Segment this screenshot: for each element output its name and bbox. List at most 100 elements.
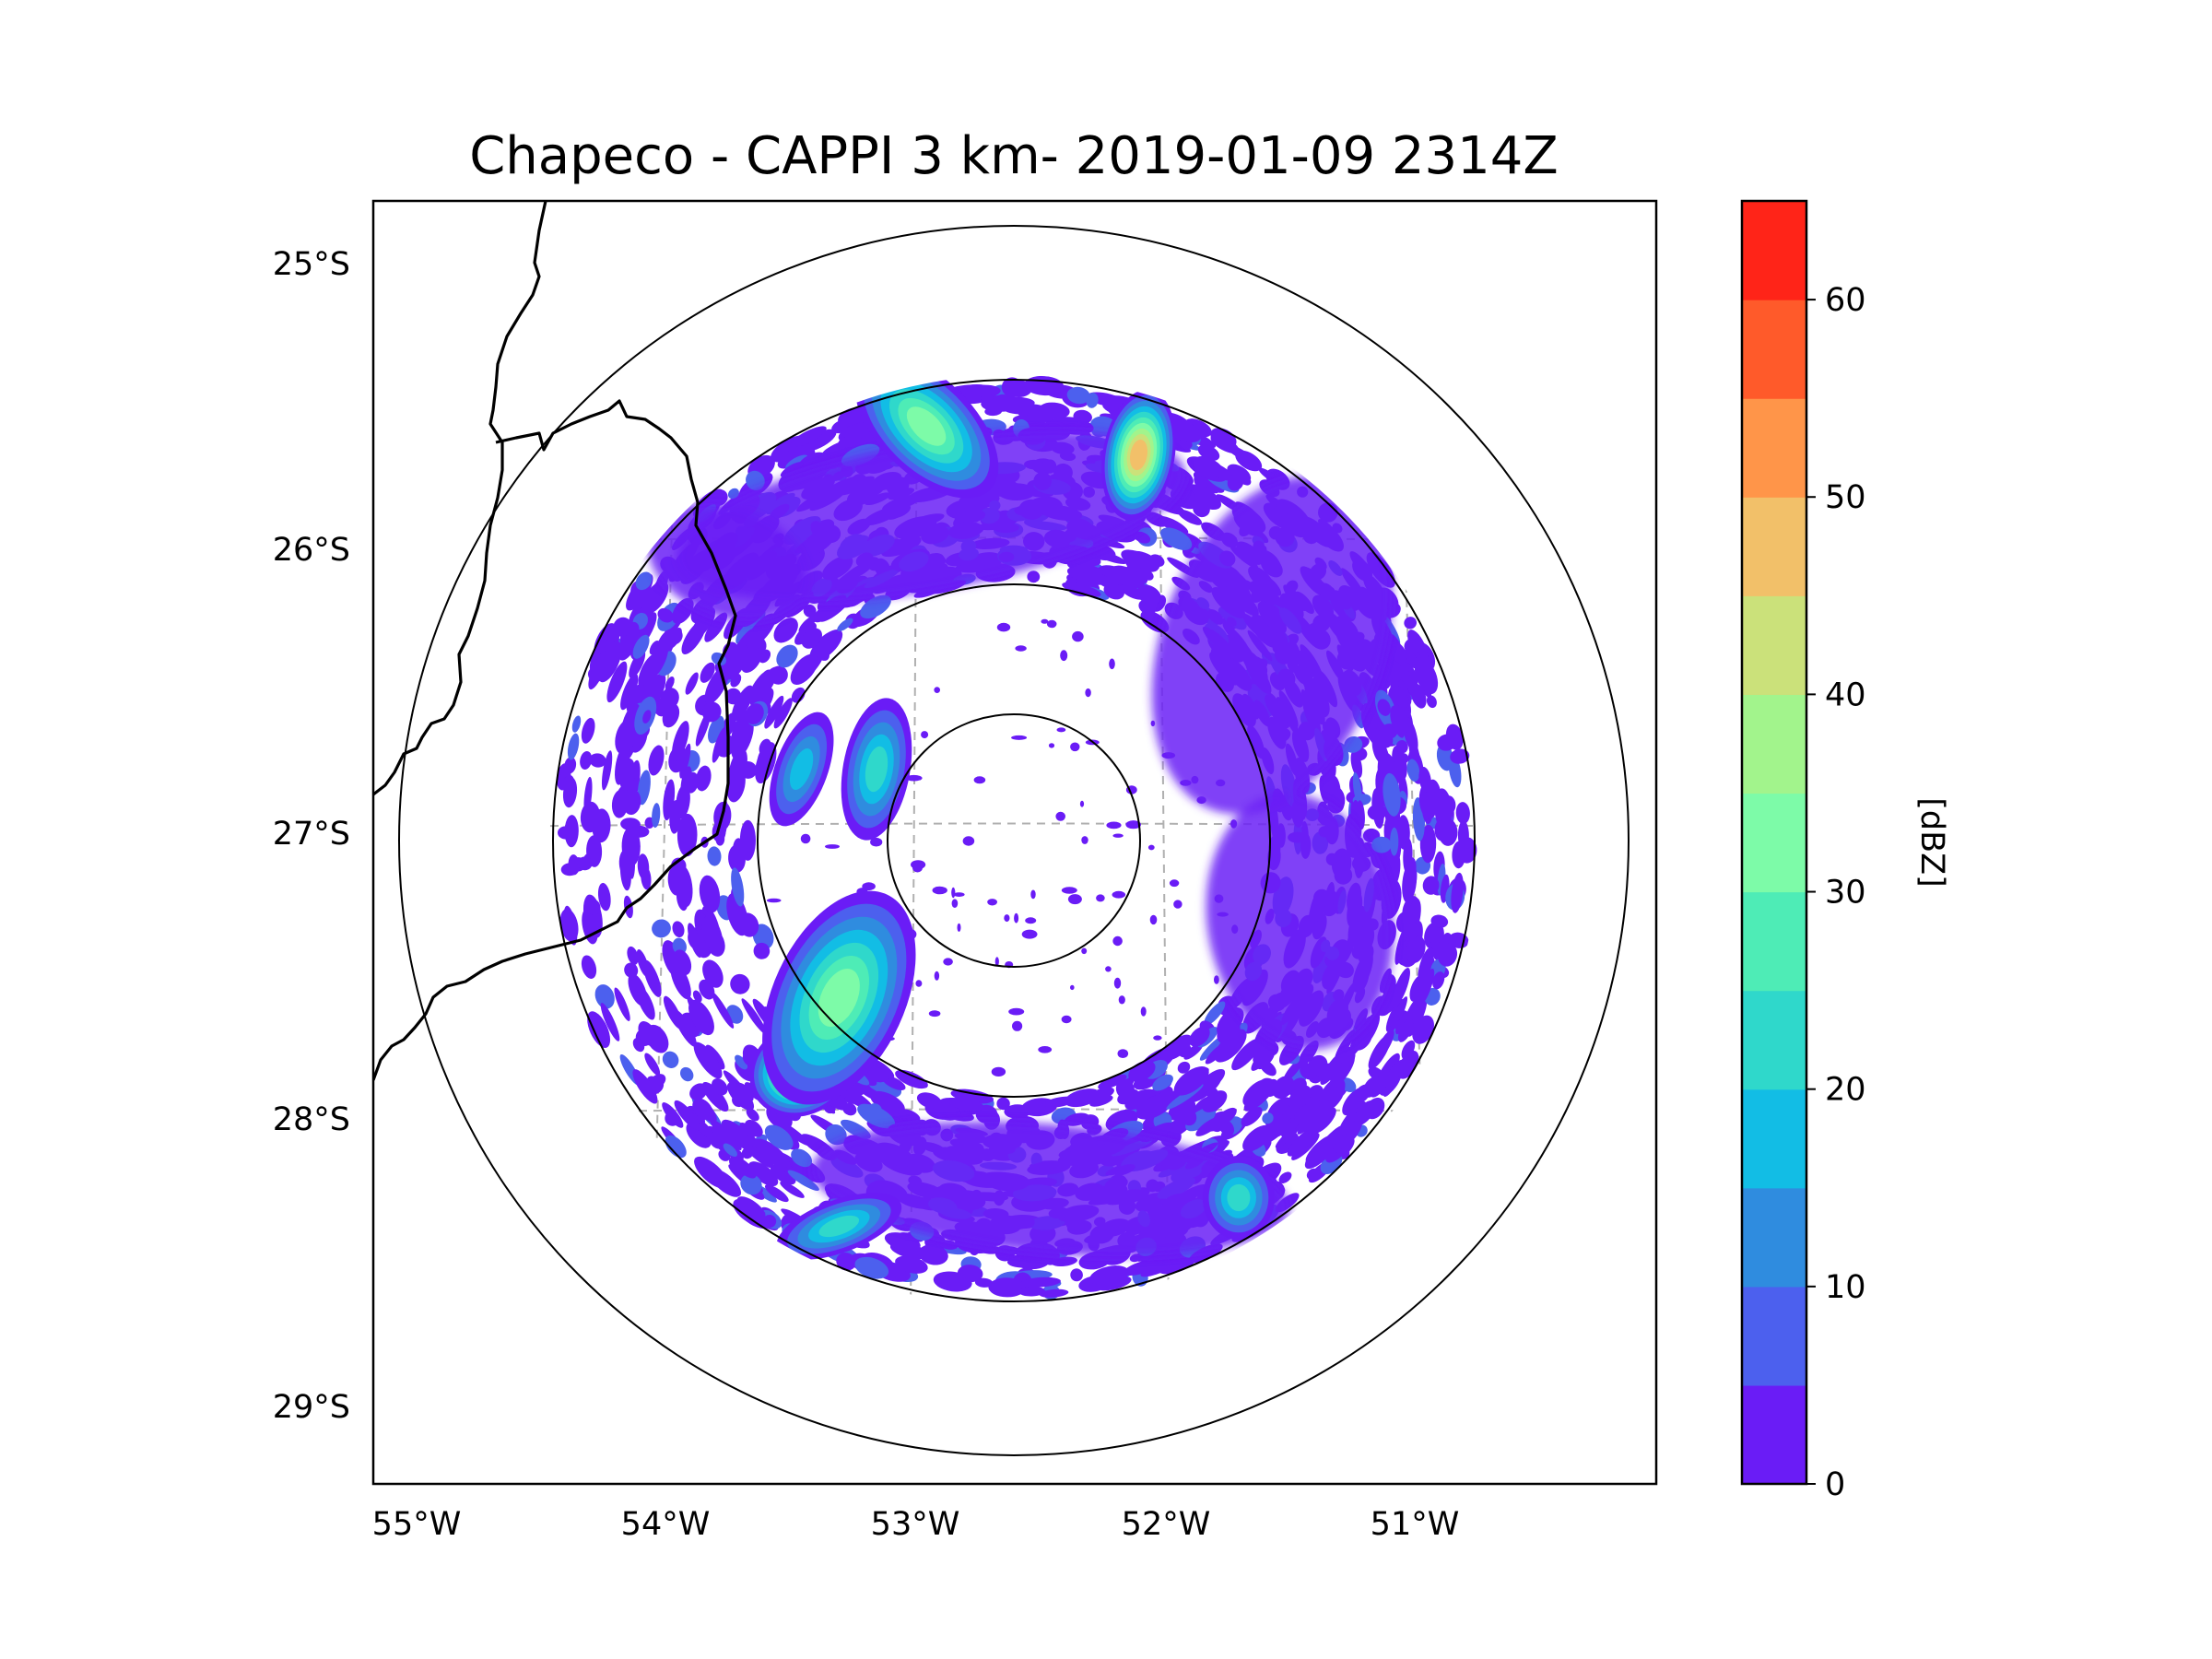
echo-speckle bbox=[1455, 802, 1470, 825]
echo-speckle bbox=[991, 1066, 1006, 1077]
echo-speckle bbox=[915, 980, 923, 987]
echo-speckle bbox=[632, 1069, 658, 1104]
echo-speckle bbox=[1020, 1277, 1061, 1288]
echo-speckle bbox=[1214, 1029, 1247, 1063]
echo-speckle bbox=[1281, 1118, 1300, 1137]
echo-speckle bbox=[764, 1124, 794, 1150]
lon-label-54w: 54°W bbox=[621, 1506, 711, 1543]
echo-speckle bbox=[764, 695, 784, 729]
colorbar-bin-20 bbox=[1742, 990, 1806, 1090]
echo-speckle bbox=[1418, 968, 1435, 1006]
echo-speckle bbox=[987, 899, 997, 906]
echo-speckle bbox=[741, 998, 767, 1034]
echo-speckle bbox=[753, 942, 771, 959]
echo-speckle bbox=[1371, 836, 1392, 853]
range-rings bbox=[398, 225, 1630, 1456]
echo-speckle bbox=[1328, 1055, 1355, 1090]
echo-speckle bbox=[1197, 1068, 1226, 1093]
colorbar-bin-10 bbox=[1742, 1187, 1806, 1288]
echo-speckle bbox=[951, 887, 956, 899]
lat-label-29s: 29°S bbox=[273, 1389, 350, 1426]
echo-speckle bbox=[597, 882, 611, 912]
echo-speckle bbox=[1331, 1130, 1354, 1155]
echo-speckle bbox=[1048, 743, 1055, 748]
echo-speckle bbox=[652, 919, 671, 938]
echo-speckle bbox=[1080, 1114, 1100, 1130]
echo-speckle bbox=[1193, 471, 1220, 489]
echo-speckle bbox=[1149, 914, 1158, 925]
echo-speckle bbox=[567, 733, 580, 760]
echo-speckle bbox=[667, 866, 683, 896]
echo-speckle bbox=[862, 882, 876, 891]
echo-speckle bbox=[1430, 914, 1449, 928]
echo-speckle bbox=[635, 571, 653, 591]
echo-speckle bbox=[1117, 1049, 1129, 1058]
colorbar-tick-label: 40 bbox=[1825, 677, 1866, 713]
colorbar-bin-40 bbox=[1742, 595, 1806, 695]
echo-speckle bbox=[1451, 872, 1464, 913]
echo-speckle bbox=[699, 979, 715, 1000]
echo-speckle bbox=[1214, 975, 1219, 984]
echo-speckle bbox=[1202, 1090, 1228, 1112]
echo-speckle bbox=[732, 1124, 761, 1151]
echo-speckle bbox=[957, 1265, 983, 1283]
echo-speckle bbox=[1401, 1040, 1416, 1060]
echo-speckle bbox=[1041, 618, 1049, 624]
echo-speckle bbox=[642, 710, 652, 724]
echo-cell-west-cell bbox=[841, 698, 912, 841]
echo-speckle bbox=[1258, 1077, 1278, 1097]
echo-speckle bbox=[720, 799, 728, 840]
echo-speckle bbox=[836, 1252, 856, 1271]
echo-speckle bbox=[1109, 658, 1115, 670]
echo-speckle bbox=[1098, 1074, 1127, 1089]
colorbar-bin-30 bbox=[1742, 793, 1806, 893]
echo-speckle bbox=[597, 641, 622, 683]
echo-speckle bbox=[1112, 935, 1123, 947]
echo-speckle bbox=[1039, 1288, 1069, 1298]
echo-speckle bbox=[1288, 1085, 1312, 1110]
echo-speckle bbox=[1406, 857, 1417, 882]
echo-speckle bbox=[787, 1170, 819, 1191]
echo-speckle bbox=[745, 703, 764, 724]
echo-speckle bbox=[933, 1102, 961, 1121]
echo-speckle bbox=[1367, 804, 1387, 820]
echo-speckle bbox=[1089, 1265, 1129, 1286]
echo-speckle bbox=[1404, 617, 1418, 629]
echo-speckle bbox=[739, 819, 757, 861]
state-borders bbox=[373, 201, 737, 1081]
echo-speckle bbox=[1437, 734, 1457, 751]
echo-speckle bbox=[637, 853, 650, 880]
echo-speckle bbox=[1177, 509, 1203, 525]
lon-label-52w: 52°W bbox=[1122, 1506, 1211, 1543]
echo-speckle bbox=[615, 719, 637, 755]
echo-speckle bbox=[601, 750, 613, 791]
echo-speckle bbox=[1452, 841, 1466, 869]
echo-speckle bbox=[742, 1053, 755, 1067]
echo-speckle bbox=[1427, 926, 1443, 944]
echo-speckle bbox=[688, 999, 714, 1036]
echo-speckle bbox=[562, 777, 578, 808]
echo-speckle bbox=[1118, 995, 1125, 1005]
echo-speckle bbox=[870, 1090, 905, 1114]
echo-speckle bbox=[1434, 819, 1448, 841]
map-frame bbox=[371, 199, 1658, 1486]
echo-speckle bbox=[1134, 531, 1151, 544]
echo-speckle bbox=[818, 445, 848, 465]
colorbar-tick-label: 20 bbox=[1825, 1072, 1866, 1109]
echo-speckle bbox=[726, 767, 746, 803]
echo-speckle bbox=[1258, 467, 1282, 486]
colorbar-frame bbox=[1740, 199, 1808, 1486]
echo-cell-southeast-cell bbox=[1202, 1156, 1275, 1240]
echo-speckle bbox=[1409, 1004, 1421, 1025]
echo-speckle bbox=[916, 1092, 942, 1109]
echo-speckle bbox=[1193, 500, 1210, 518]
colorbar-bin-60 bbox=[1742, 201, 1806, 300]
echo-speckle bbox=[1276, 1132, 1299, 1154]
echo-speckle bbox=[1072, 630, 1084, 642]
echo-speckle bbox=[707, 846, 722, 866]
echo-speckle bbox=[1350, 1027, 1369, 1056]
echo-speckle bbox=[1231, 1038, 1262, 1071]
echo-speckle bbox=[1011, 735, 1028, 740]
echo-speckle bbox=[1112, 890, 1126, 899]
echo-speckle bbox=[895, 1255, 928, 1274]
